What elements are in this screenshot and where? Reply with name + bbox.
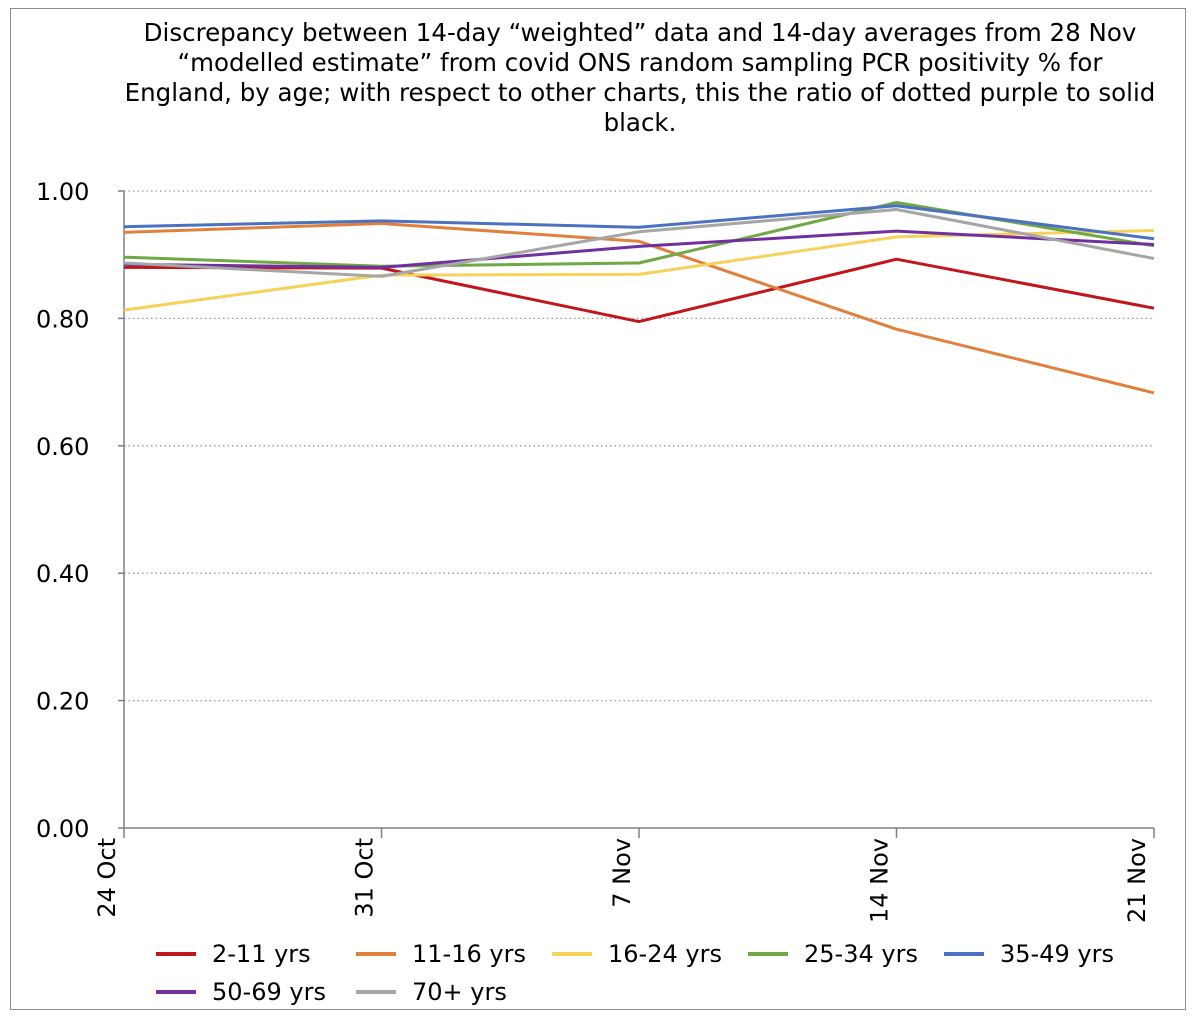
x-tick-label: 14 Nov	[866, 838, 894, 923]
y-tick-label: 1.00	[36, 178, 89, 206]
gridlines	[124, 190, 1154, 702]
y-tick-label: 0.00	[36, 815, 89, 843]
x-tick-label: 24 Oct	[93, 838, 121, 918]
legend-swatch	[944, 952, 984, 956]
legend-item: 16-24 yrs	[552, 940, 722, 968]
legend-label: 2-11 yrs	[212, 940, 311, 968]
series-lines	[123, 201, 1155, 395]
legend-label: 35-49 yrs	[1000, 940, 1114, 968]
x-axis-ticks: 24 Oct 31 Oct 7 Nov 14 Nov 21 Nov	[93, 828, 1155, 923]
axes	[123, 191, 1154, 829]
legend-item: 35-49 yrs	[944, 940, 1114, 968]
y-tick-label: 0.60	[36, 433, 89, 461]
legend-label: 16-24 yrs	[608, 940, 722, 968]
legend-item: 70+ yrs	[356, 978, 507, 1006]
x-tick-label: 21 Nov	[1123, 838, 1151, 923]
legend-item: 2-11 yrs	[156, 940, 311, 968]
legend-item: 11-16 yrs	[356, 940, 526, 968]
series-line-35-49-yrs	[123, 204, 1155, 241]
legend-swatch	[156, 990, 196, 994]
legend-item: 25-34 yrs	[748, 940, 918, 968]
y-tick-label: 0.80	[36, 305, 89, 333]
legend-label: 70+ yrs	[412, 978, 507, 1006]
series-line-50-69-yrs	[123, 229, 1155, 269]
y-tick-label: 0.40	[36, 560, 89, 588]
x-tick-label: 7 Nov	[608, 838, 636, 908]
chart-title: Discrepancy between 14-day “weighted” da…	[124, 18, 1156, 137]
chart-frame	[10, 8, 1186, 1010]
legend-swatch	[552, 952, 592, 956]
legend-swatch	[356, 952, 396, 956]
legend-item: 50-69 yrs	[156, 978, 326, 1006]
y-tick-label: 0.20	[36, 688, 89, 716]
series-line-70-yrs	[123, 208, 1155, 278]
y-axis-ticks: 0.00 0.20 0.40 0.60 0.80 1.00	[36, 178, 124, 843]
legend-swatch	[356, 990, 396, 994]
series-line-11-16-yrs	[123, 222, 1155, 395]
legend-swatch	[748, 952, 788, 956]
x-tick-label: 31 Oct	[351, 838, 379, 918]
legend-label: 25-34 yrs	[804, 940, 918, 968]
legend-swatch	[156, 952, 196, 956]
legend-label: 11-16 yrs	[412, 940, 526, 968]
legend-label: 50-69 yrs	[212, 978, 326, 1006]
